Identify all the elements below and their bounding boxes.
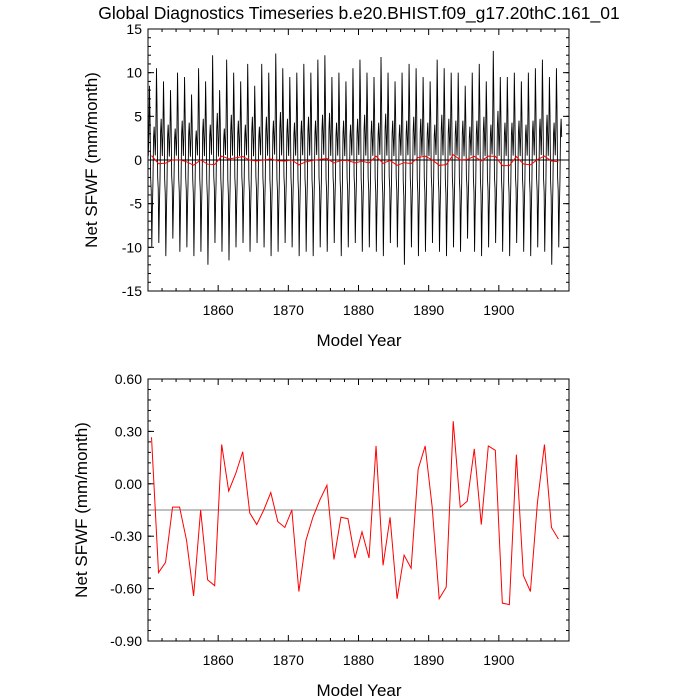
bottom-series-annual xyxy=(151,421,559,606)
top-y-tick-label: 10 xyxy=(126,65,142,81)
bottom-x-tick-label: 1880 xyxy=(343,652,374,668)
top-series-monthly xyxy=(147,50,563,265)
bottom-y-tick-label: 0.00 xyxy=(115,476,142,492)
chart-title: Global Diagnostics Timeseries b.e20.BHIS… xyxy=(98,3,619,24)
top-y-axis-label: Net SFWF (mm/month) xyxy=(82,72,101,248)
bottom-y-tick-label: 0.60 xyxy=(115,371,142,387)
top-y-tick-label: 15 xyxy=(126,21,142,37)
top-plot-frame xyxy=(147,28,570,292)
top-y-tick-label: 0 xyxy=(134,152,142,168)
top-x-tick-label: 1870 xyxy=(273,302,304,318)
bottom-y-tick-label: -0.90 xyxy=(110,633,142,649)
top-y-tick-label: -5 xyxy=(130,196,143,212)
top-x-tick-label: 1860 xyxy=(203,302,234,318)
bottom-y-tick-label: -0.60 xyxy=(110,581,142,597)
bottom-y-tick-label: -0.30 xyxy=(110,528,142,544)
top-x-axis-label: Model Year xyxy=(316,331,401,350)
bottom-plot-frame xyxy=(147,378,570,642)
bottom-plot-area: 0.60 0.30 0.00 -0.30 -0.60 -0.90 1860 1870 1880 1… xyxy=(110,371,570,668)
top-plot-area: 15 10 5 0 -5 -10 -15 1860 1870 1880 1890 1900 xyxy=(122,21,570,318)
bottom-x-axis-label: Model Year xyxy=(316,681,401,700)
top-x-tick-label: 1900 xyxy=(483,302,514,318)
bottom-x-tick-label: 1860 xyxy=(203,652,234,668)
top-y-tick-label: -15 xyxy=(122,283,142,299)
top-y-tick-label: 5 xyxy=(134,108,142,124)
top-x-tick-label: 1890 xyxy=(413,302,444,318)
bottom-y-axis-label: Net SFWF (mm/month) xyxy=(72,422,91,598)
bottom-x-tick-label: 1870 xyxy=(273,652,304,668)
bottom-y-tick-label: 0.30 xyxy=(115,423,142,439)
bottom-x-tick-label: 1900 xyxy=(483,652,514,668)
top-series-annual xyxy=(151,153,559,167)
bottom-x-tick-label: 1890 xyxy=(413,652,444,668)
top-x-tick-label: 1880 xyxy=(343,302,374,318)
top-y-tick-label: -10 xyxy=(122,239,142,255)
